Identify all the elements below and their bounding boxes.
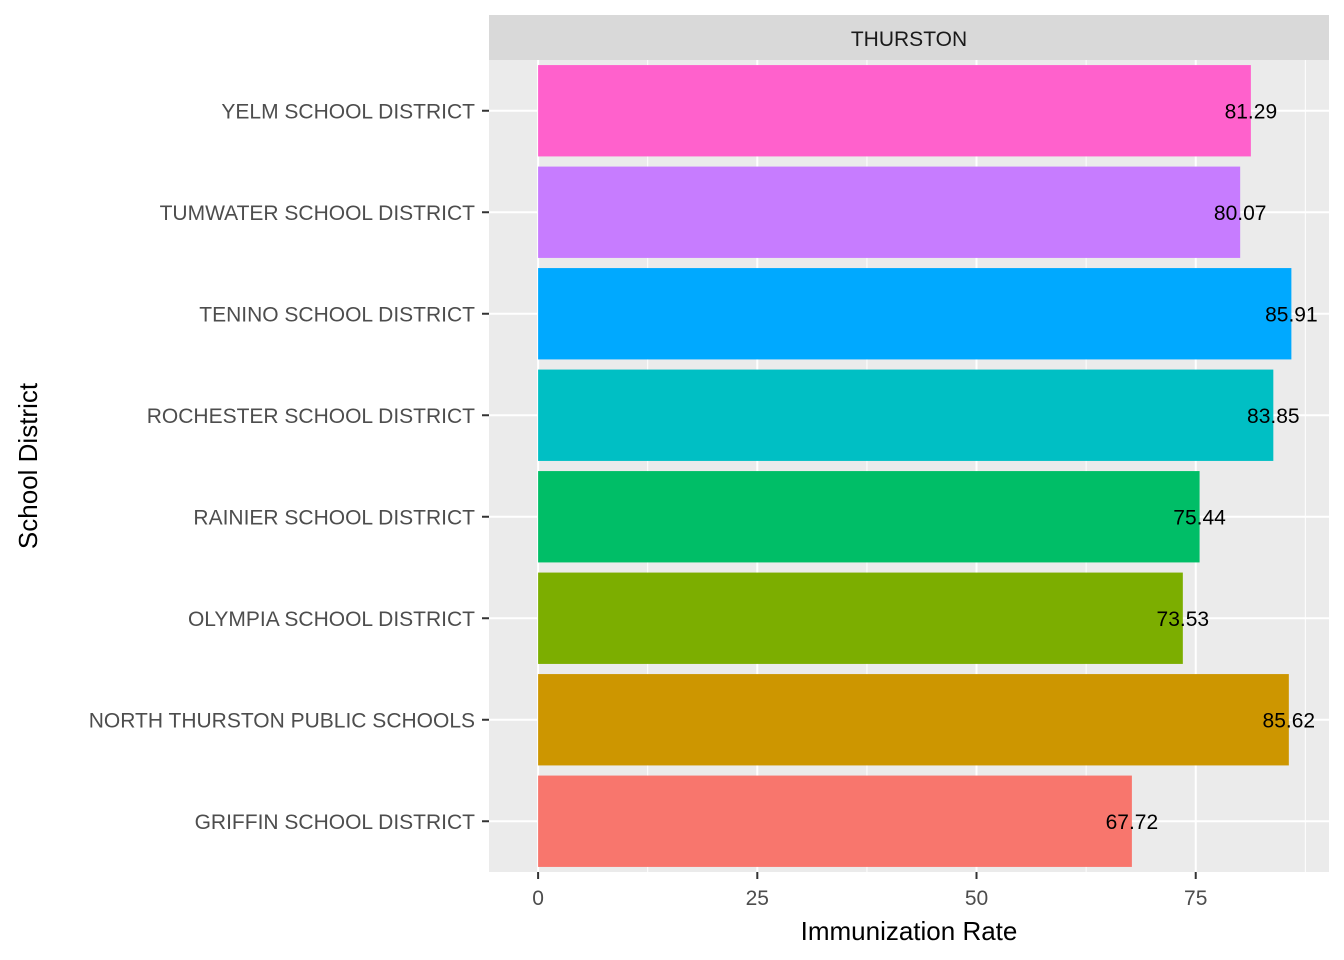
x-tick-label: 75 [1184, 887, 1207, 910]
bar [538, 572, 1183, 664]
bar [538, 775, 1132, 867]
data-label: 73.53 [1157, 608, 1210, 631]
bar [538, 166, 1241, 258]
data-label: 85.62 [1263, 709, 1316, 732]
y-tick-label: RAINIER SCHOOL DISTRICT [193, 506, 475, 529]
data-label: 67.72 [1106, 811, 1159, 834]
bar [538, 268, 1292, 360]
bar [538, 369, 1274, 461]
y-tick-label: YELM SCHOOL DISTRICT [221, 100, 475, 123]
x-tick-label: 50 [965, 887, 988, 910]
y-tick-label: TUMWATER SCHOOL DISTRICT [160, 202, 476, 225]
data-label: 85.91 [1265, 303, 1318, 326]
data-label: 75.44 [1173, 506, 1226, 529]
y-axis-title: School District [13, 382, 43, 549]
data-label: 80.07 [1214, 202, 1267, 225]
data-label: 83.85 [1247, 405, 1300, 428]
data-label: 81.29 [1225, 100, 1278, 123]
data-labels: 67.72 85.62 73.53 75.44 83.85 85.91 80.07 81.29 [1106, 100, 1318, 834]
x-axis: 0 25 50 75 [532, 872, 1207, 910]
bar [538, 65, 1251, 157]
facet-strip [489, 15, 1329, 60]
y-tick-label: GRIFFIN SCHOOL DISTRICT [195, 811, 476, 834]
y-tick-label: OLYMPIA SCHOOL DISTRICT [188, 608, 475, 631]
bar [538, 674, 1289, 766]
y-tick-label: NORTH THURSTON PUBLIC SCHOOLS [89, 709, 475, 732]
bar [538, 471, 1200, 563]
y-tick-label: TENINO SCHOOL DISTRICT [199, 303, 475, 326]
y-tick-label: ROCHESTER SCHOOL DISTRICT [147, 405, 475, 428]
x-tick-label: 25 [746, 887, 769, 910]
facet-strip-label: THURSTON [851, 28, 967, 51]
x-axis-title: Immunization Rate [801, 916, 1018, 946]
x-tick-label: 0 [532, 887, 544, 910]
y-axis: GRIFFIN SCHOOL DISTRICT NORTH THURSTON PU… [89, 100, 489, 834]
bars [538, 65, 1292, 867]
